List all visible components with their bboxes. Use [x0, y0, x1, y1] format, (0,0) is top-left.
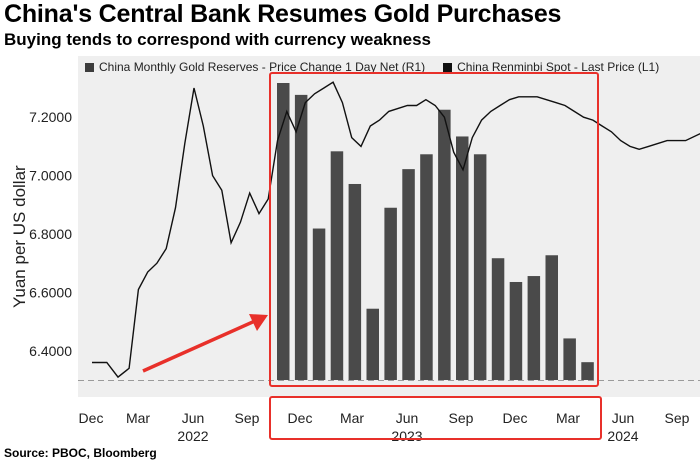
bar — [330, 151, 344, 380]
arrow-head — [249, 314, 268, 331]
x-year-label: 2024 — [607, 428, 638, 444]
legend-swatch-line — [443, 62, 453, 72]
bar — [294, 94, 308, 380]
y-tick-label: 7.0000 — [29, 168, 72, 184]
source-note: Source: PBOC, Bloomberg — [4, 446, 157, 460]
y-tick-label: 6.6000 — [29, 284, 72, 300]
bar — [384, 207, 397, 380]
bar — [420, 154, 433, 380]
series-line-renminbi — [92, 81, 700, 379]
x-tick-label: Jun — [182, 410, 205, 426]
bar — [366, 308, 379, 380]
bar — [438, 109, 451, 380]
bar — [509, 281, 523, 380]
x-tick-label: Sep — [449, 410, 474, 426]
highlight-box-bars — [269, 72, 599, 387]
bar — [491, 258, 505, 380]
legend-item-renminbi: China Renminbi Spot - Last Price (L1) — [443, 60, 659, 74]
arrow-shaft — [142, 319, 256, 373]
x-tick-label: Sep — [665, 410, 690, 426]
chart-subtitle: Buying tends to correspond with currency… — [4, 30, 431, 49]
legend-swatch-bars — [85, 62, 94, 72]
bar — [456, 136, 469, 380]
x-tick-label: Jun — [612, 410, 635, 426]
x-tick-label: Dec — [503, 410, 528, 426]
x-tick-label: Mar — [556, 410, 580, 426]
bar — [312, 228, 326, 380]
y-tick-label: 6.4000 — [29, 343, 72, 359]
x-tick-label: Mar — [340, 410, 364, 426]
y-tick-label: 7.2000 — [29, 109, 72, 125]
y-tick-label: 6.8000 — [29, 226, 72, 242]
bar — [581, 362, 594, 380]
legend: China Monthly Gold Reserves - Price Chan… — [85, 60, 659, 74]
x-tick-label: Sep — [235, 410, 260, 426]
x-tick-label: Dec — [79, 410, 104, 426]
legend-label-renminbi: China Renminbi Spot - Last Price (L1) — [457, 60, 660, 74]
x-year-label: 2022 — [177, 428, 208, 444]
x-tick-label: Dec — [288, 410, 313, 426]
bar — [348, 183, 362, 380]
bar — [527, 276, 541, 380]
highlight-box-axis — [269, 396, 602, 440]
bar — [402, 169, 415, 380]
legend-label-gold-reserves: China Monthly Gold Reserves - Price Chan… — [99, 60, 426, 74]
chart-title: China's Central Bank Resumes Gold Purcha… — [4, 0, 562, 28]
x-year-label: 2023 — [391, 428, 422, 444]
bar — [473, 154, 487, 380]
bar — [545, 255, 558, 380]
bar — [563, 338, 576, 380]
bar — [277, 83, 290, 380]
x-tick-label: Mar — [126, 410, 150, 426]
legend-item-gold-reserves: China Monthly Gold Reserves - Price Chan… — [85, 60, 425, 74]
x-tick-label: Jun — [396, 410, 419, 426]
